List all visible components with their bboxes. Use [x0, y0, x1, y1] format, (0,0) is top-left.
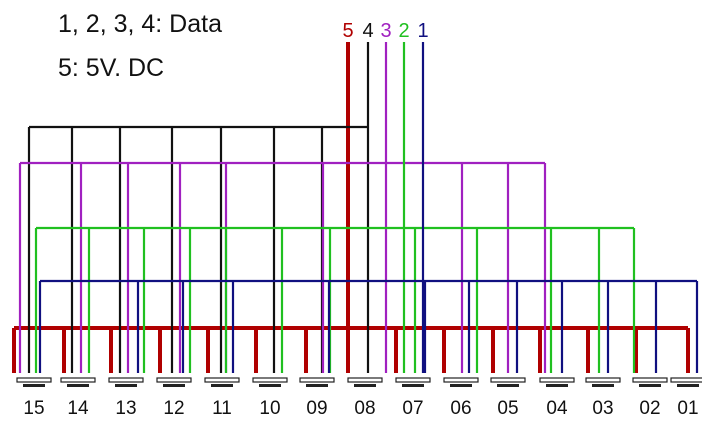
connector-top	[539, 377, 575, 383]
connector-number: 09	[306, 398, 327, 419]
connector-12: 12	[156, 377, 192, 419]
wire-5	[12, 42, 690, 373]
connector-base	[639, 384, 661, 387]
wire-4	[27, 42, 370, 373]
connector-number: 11	[212, 398, 232, 419]
connector-base	[163, 384, 185, 387]
connector-base	[546, 384, 568, 387]
connector-top	[443, 377, 479, 383]
connector-top	[252, 377, 288, 383]
wire-label-3: 3	[380, 20, 391, 42]
connector-top	[108, 377, 144, 383]
connector-09: 09	[299, 377, 335, 419]
connector-top	[632, 377, 668, 383]
connector-14: 14	[60, 377, 96, 419]
wire-3	[18, 42, 547, 373]
connector-number: 13	[115, 398, 136, 419]
connector-top	[395, 377, 431, 383]
connector-base	[592, 384, 614, 387]
connector-base	[677, 384, 699, 387]
connector-number: 02	[639, 398, 660, 419]
connector-08: 08	[347, 377, 383, 419]
connector-06: 06	[443, 377, 479, 419]
connector-top	[204, 377, 240, 383]
connector-15: 15	[16, 377, 52, 419]
connector-10: 10	[252, 377, 288, 419]
connector-base	[211, 384, 233, 387]
connector-base	[497, 384, 519, 387]
connector-base	[306, 384, 328, 387]
connector-number: 06	[450, 398, 471, 419]
connector-top	[585, 377, 621, 383]
connector-base	[354, 384, 376, 387]
connector-top	[670, 377, 702, 383]
connector-number: 04	[546, 398, 568, 419]
connector-number: 05	[497, 398, 518, 419]
connector-number: 08	[354, 398, 375, 419]
connector-number: 14	[67, 398, 89, 419]
wire-label-4: 4	[362, 20, 373, 42]
connector-04: 04	[539, 377, 575, 419]
connector-base	[67, 384, 89, 387]
wire-2	[34, 42, 636, 373]
connector-base	[450, 384, 472, 387]
connector-base	[23, 384, 45, 387]
connector-11: 11	[204, 377, 240, 419]
legend-data-lines: 1, 2, 3, 4: Data	[58, 10, 222, 38]
connector-base	[115, 384, 137, 387]
connector-base	[402, 384, 424, 387]
connector-top	[299, 377, 335, 383]
wire-label-2: 2	[398, 20, 409, 42]
wires-layer	[12, 42, 699, 373]
wire-label-5: 5	[342, 20, 353, 42]
connector-top	[16, 377, 52, 383]
connector-number: 03	[592, 398, 613, 419]
connector-05: 05	[490, 377, 526, 419]
connector-03: 03	[585, 377, 621, 419]
wire-label-1: 1	[417, 20, 428, 42]
connector-number: 07	[402, 398, 423, 419]
connector-number: 01	[677, 398, 698, 419]
connector-13: 13	[108, 377, 144, 419]
connector-02: 02	[632, 377, 668, 419]
connector-07: 07	[395, 377, 431, 419]
legend-power-line: 5: 5V. DC	[58, 54, 165, 82]
connector-top	[490, 377, 526, 383]
wire-1	[38, 42, 699, 373]
connectors: 15 14 13 12 11 10 09 08 07 06 05 04 03 02 01	[16, 377, 702, 419]
connector-top	[156, 377, 192, 383]
connector-top	[347, 377, 383, 383]
connector-number: 15	[23, 398, 44, 419]
connector-top	[60, 377, 96, 383]
connector-number: 12	[163, 398, 184, 419]
connector-base	[259, 384, 281, 387]
connector-01: 01	[670, 377, 702, 419]
connector-number: 10	[259, 398, 280, 419]
